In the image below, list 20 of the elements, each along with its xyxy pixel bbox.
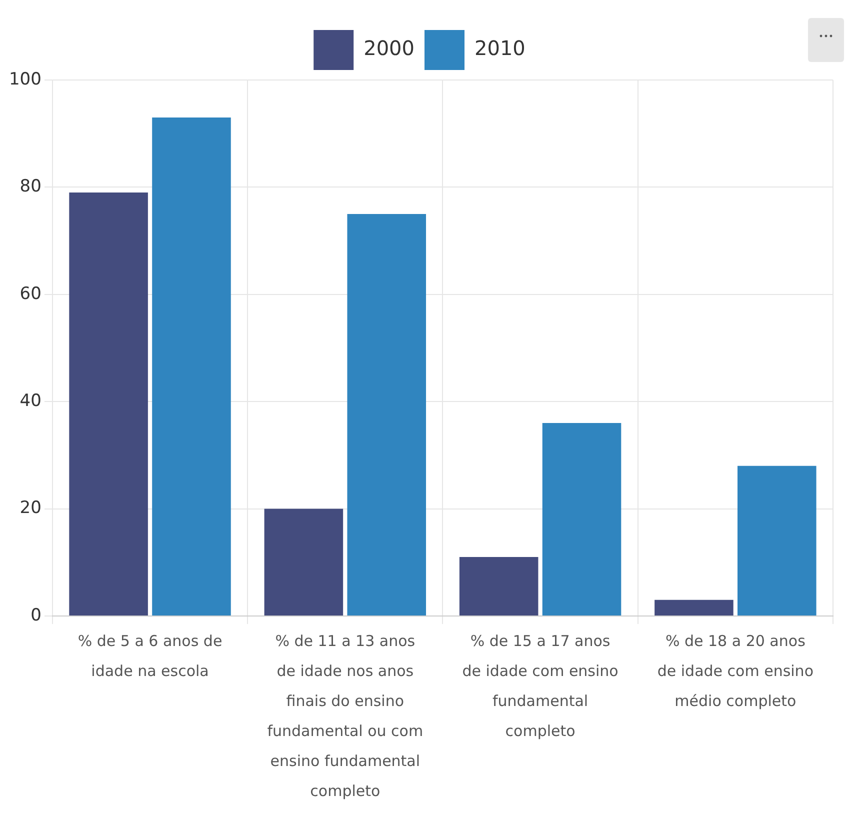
y-tick-label: 0 — [30, 605, 42, 626]
bar — [152, 118, 231, 616]
bar — [347, 214, 426, 616]
x-tick-label: % de 11 a 13 anos de idade nos anos finais do ensino fundamental ou com ensino fundamental completo — [267, 632, 424, 800]
x-tick-label: % de 18 a 20 anos de idade com ensino médio completo — [657, 632, 814, 710]
bar — [654, 600, 734, 616]
bar — [738, 466, 816, 616]
y-tick-label: 100 — [8, 69, 42, 90]
bar — [459, 557, 538, 616]
legend-label: 2000 — [364, 36, 415, 60]
y-tick-label: 80 — [20, 176, 42, 197]
bar — [69, 192, 148, 616]
bar — [542, 423, 622, 616]
y-tick-label: 60 — [20, 284, 42, 304]
legend-label: 2010 — [474, 36, 526, 60]
x-tick-label: % de 5 a 6 anos de idade na escola — [78, 632, 222, 680]
x-tick-label: % de 15 a 17 anos de idade com ensino fundamental completo — [462, 632, 618, 740]
y-tick-label: 20 — [20, 498, 42, 518]
y-tick-label: 40 — [20, 391, 42, 412]
bar — [264, 508, 344, 616]
